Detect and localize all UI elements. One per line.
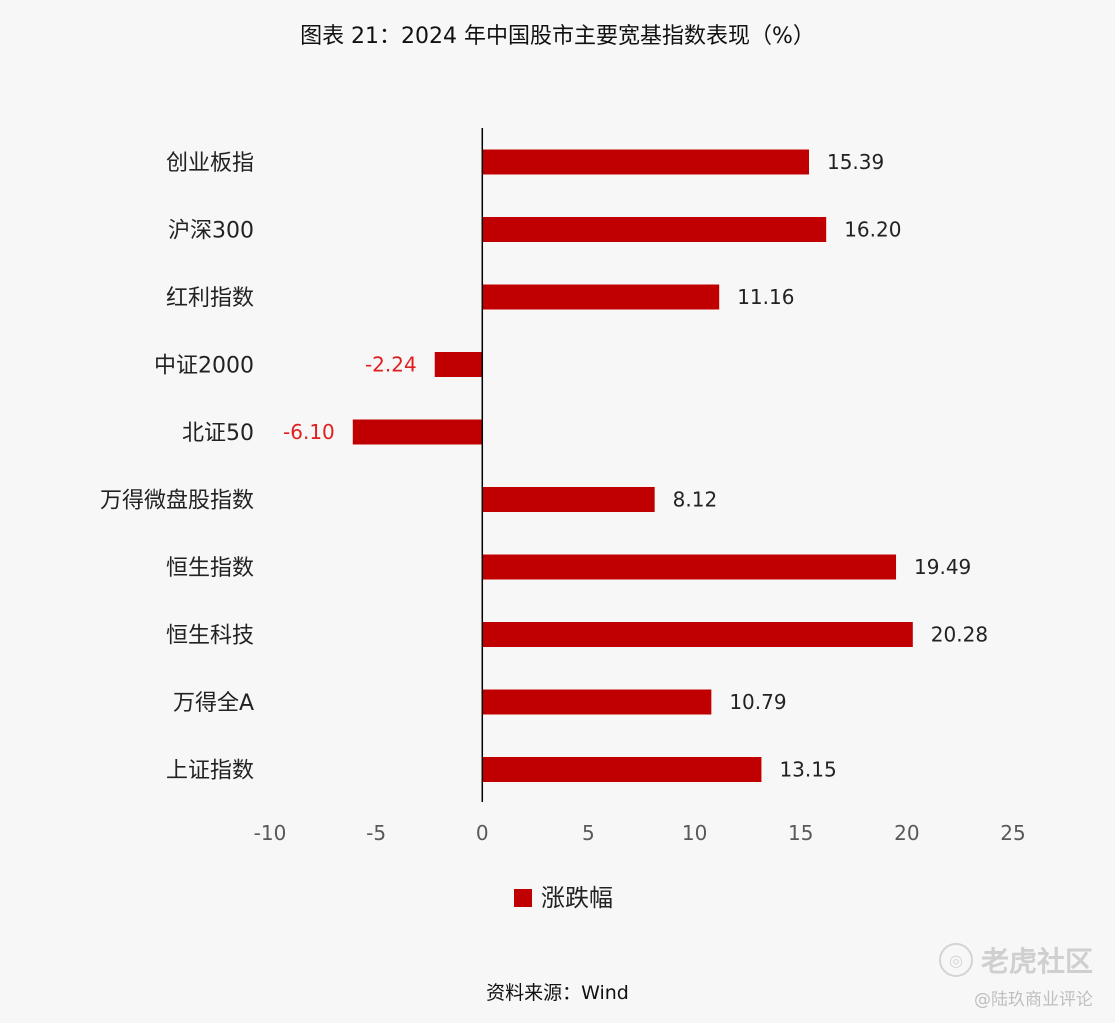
bar-1 — [482, 217, 827, 242]
data-label: 15.39 — [827, 150, 884, 174]
bar-7 — [482, 622, 913, 647]
bar-4 — [352, 419, 483, 445]
category-label: 上证指数 — [166, 759, 254, 784]
x-tick-label: 10 — [682, 821, 707, 845]
data-label: 8.12 — [673, 488, 718, 512]
category-label: 恒生指数 — [166, 556, 254, 581]
x-tick-label: -5 — [366, 821, 386, 845]
tiger-logo-icon: ◎ — [938, 943, 973, 977]
legend-label: 涨跌幅 — [541, 884, 613, 912]
x-axis-ticks: -10 -5 0 5 10 15 20 25 — [254, 821, 1026, 845]
labels-layer: 创业板指 15.39 沪深300 16.20 红利指数 11.16 中证2000 -2.24 北… — [100, 150, 988, 784]
x-tick-label: 5 — [582, 821, 595, 845]
data-label: 11.16 — [737, 285, 794, 309]
bar-2 — [482, 284, 720, 310]
chart-title: 图表 21：2024 年中国股市主要宽基指数表现（%） — [300, 24, 815, 49]
watermark-author: @陆玖商业评论 — [974, 990, 1093, 1010]
category-label: 恒生科技 — [166, 624, 254, 649]
bars-layer — [352, 149, 913, 782]
bar-5 — [482, 487, 655, 512]
x-tick-label: 25 — [1000, 821, 1025, 845]
bar-6 — [482, 554, 897, 580]
x-tick-label: -10 — [254, 821, 287, 845]
source-note: 资料来源：Wind — [486, 982, 629, 1004]
x-tick-label: 15 — [788, 821, 813, 845]
watermark-brand: ◎ 老虎社区 — [938, 940, 1093, 980]
category-label: 万得全A — [173, 691, 254, 716]
legend-swatch — [514, 889, 532, 907]
legend: 涨跌幅 — [514, 884, 613, 912]
category-label: 红利指数 — [166, 286, 254, 311]
category-label: 沪深300 — [168, 219, 254, 244]
data-label: 16.20 — [844, 218, 901, 242]
bar-9 — [482, 757, 762, 782]
data-label: -2.24 — [365, 353, 417, 377]
data-label: 20.28 — [931, 623, 988, 647]
category-label: 创业板指 — [166, 151, 254, 176]
category-label: 中证2000 — [154, 354, 254, 379]
x-tick-label: 0 — [476, 821, 489, 845]
data-label: 10.79 — [729, 690, 786, 714]
bar-3 — [434, 352, 483, 377]
bar-8 — [482, 689, 712, 715]
watermark-brand-text: 老虎社区 — [980, 945, 1093, 978]
data-label: -6.10 — [283, 420, 335, 444]
category-label: 北证50 — [182, 421, 254, 446]
x-tick-label: 20 — [894, 821, 919, 845]
data-label: 13.15 — [779, 758, 836, 782]
bar-0 — [482, 149, 809, 175]
category-label: 万得微盘股指数 — [100, 489, 254, 514]
data-label: 19.49 — [914, 555, 971, 579]
